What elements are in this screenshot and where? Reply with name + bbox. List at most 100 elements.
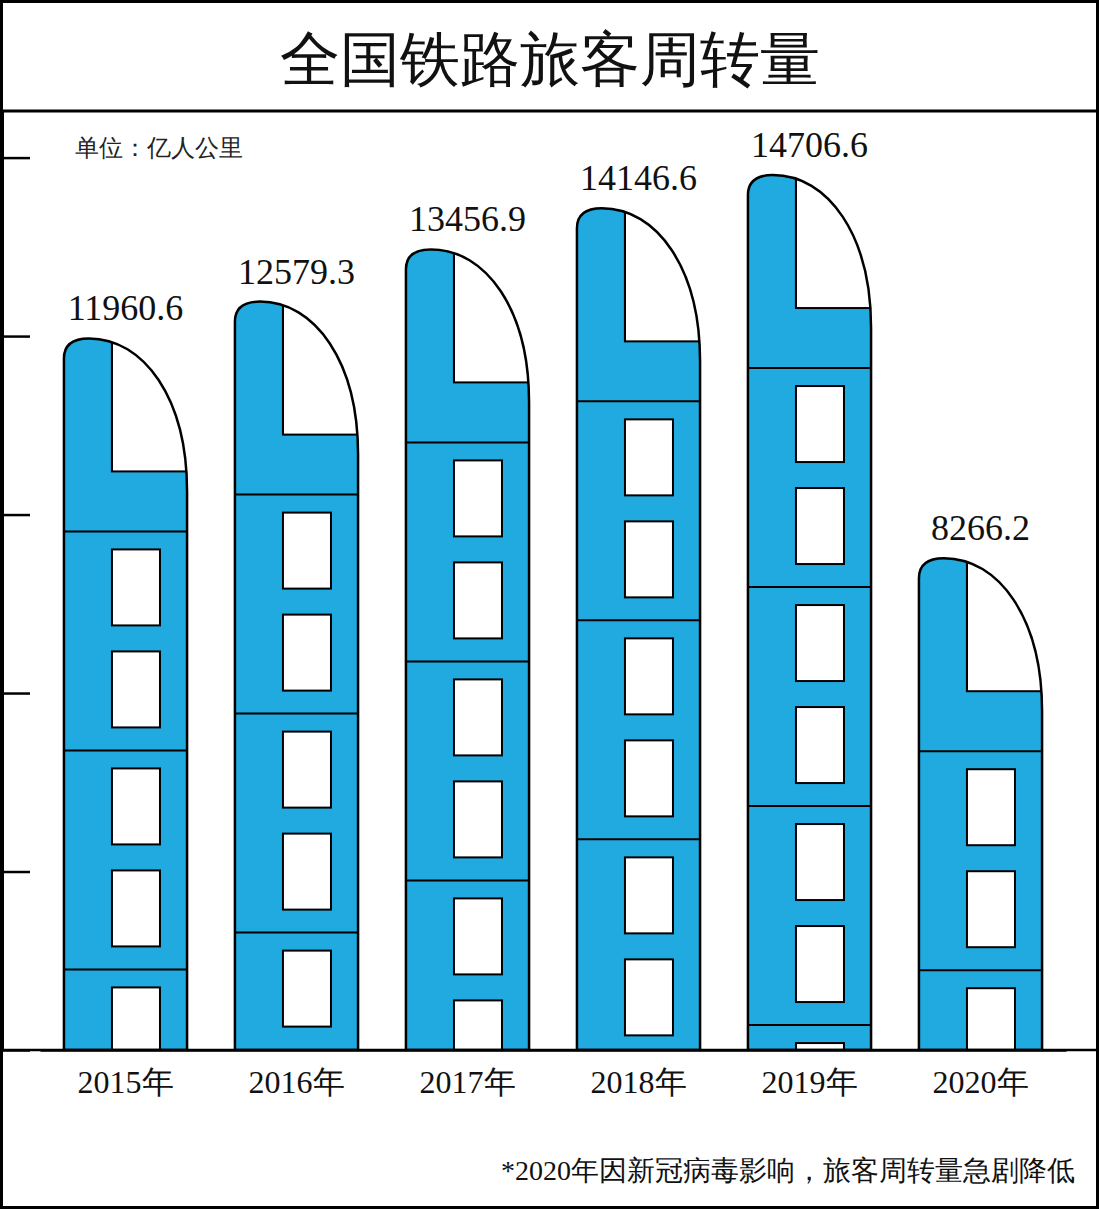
car-divider (748, 367, 871, 369)
data-label: 11960.6 (68, 288, 184, 328)
frame (2, 2, 1098, 1208)
train-window (967, 538, 1055, 691)
train-window (112, 987, 160, 1050)
train-window (454, 229, 542, 382)
car-divider (919, 969, 1042, 971)
data-label: 13456.9 (409, 199, 526, 239)
train-window (625, 740, 673, 816)
train-window (283, 282, 371, 435)
train-window (796, 824, 844, 900)
train-bar-group (919, 538, 1055, 1050)
car-divider (748, 1024, 871, 1026)
title: 全国铁路旅客周转量 (280, 24, 820, 94)
train-window (625, 521, 673, 597)
x-tick-label: 2019年 (762, 1064, 858, 1100)
train-window (283, 732, 331, 808)
data-label: 14146.6 (580, 158, 697, 198)
train-bar-group (235, 282, 371, 1050)
x-tick: 2018年 (591, 1050, 687, 1100)
y-tick-mark (2, 692, 30, 695)
baseline (0, 1049, 1099, 1052)
y-tick (2, 872, 30, 873)
data-label: 8266.2 (931, 508, 1030, 548)
window-edge (453, 249, 455, 382)
train-window (454, 1000, 502, 1050)
train-decoration (919, 538, 1055, 1050)
x-tick-label: 2017年 (420, 1064, 516, 1100)
car-divider (406, 879, 529, 881)
train-window (625, 188, 713, 341)
car-divider (235, 932, 358, 934)
train-window (967, 871, 1015, 947)
train-window (454, 898, 502, 974)
bar-outline (577, 208, 700, 1050)
bar-outline (64, 338, 187, 1050)
y-tick-mark (2, 335, 30, 338)
train-window (454, 781, 502, 857)
car-divider (577, 619, 700, 621)
y-tick (2, 515, 30, 516)
window-edge (966, 558, 968, 691)
window-edge (795, 175, 797, 308)
train-window (796, 926, 844, 1002)
train-decoration (235, 282, 371, 1050)
train-window (796, 488, 844, 564)
train-window (796, 707, 844, 783)
train-window (112, 651, 160, 727)
train-bar-group (748, 155, 884, 1050)
annotation: *2020年因新冠病毒影响，旅客周转量急剧降低 (501, 1155, 1075, 1186)
train-decoration (406, 229, 542, 1050)
train-window (796, 605, 844, 681)
x-tick: 2019年 (762, 1050, 858, 1100)
train-window (625, 857, 673, 933)
car-divider (64, 530, 187, 532)
train-window (625, 638, 673, 714)
train-decoration (577, 188, 713, 1050)
y-tick-mark (2, 871, 30, 874)
plot-area (64, 155, 1055, 1050)
train-window (112, 870, 160, 946)
train-window (796, 386, 844, 462)
chart: 全国铁路旅客周转量单位：亿人公里11960.612579.313456.9141… (0, 0, 1099, 1209)
train-bar-group (577, 188, 713, 1050)
train-window (283, 615, 331, 691)
car-divider (577, 400, 700, 402)
x-axis-line (41, 1049, 1067, 1052)
car-divider (64, 749, 187, 751)
data-labels: 11960.612579.313456.914146.614706.68266.… (68, 125, 1030, 548)
train-window (283, 513, 331, 589)
car-divider (748, 586, 871, 588)
y-tick-mark (2, 514, 30, 517)
bar-outline (919, 558, 1042, 1050)
train-window (967, 988, 1015, 1050)
y-axis (2, 111, 30, 1051)
train-bar-group (406, 229, 542, 1050)
train-window (796, 155, 884, 308)
car-divider (919, 750, 1042, 752)
unit-label: 单位：亿人公里 (75, 134, 243, 162)
x-tick-label: 2016年 (249, 1064, 345, 1100)
data-label: 14706.6 (751, 125, 868, 165)
train-window (454, 679, 502, 755)
y-tick (2, 158, 30, 159)
car-divider (235, 713, 358, 715)
train-decoration (748, 155, 884, 1050)
y-axis-line (1, 111, 4, 1051)
x-tick: 2015年 (78, 1050, 174, 1100)
x-tick-label: 2015年 (78, 1064, 174, 1100)
train-window (112, 768, 160, 844)
car-divider (748, 805, 871, 807)
train-window (625, 959, 673, 1035)
car-divider (577, 838, 700, 840)
train-decoration (64, 318, 200, 1050)
x-tick: 2016年 (249, 1050, 345, 1100)
x-axis: 2015年 2016年 2017年 2018年 2019年 2020年 (41, 1050, 1067, 1100)
train-window (112, 549, 160, 625)
y-tick (2, 336, 30, 337)
train-bar-group (64, 318, 200, 1050)
train-window (967, 769, 1015, 845)
x-tick: 2020年 (933, 1050, 1029, 1100)
window-edge (282, 302, 284, 435)
car-divider (64, 968, 187, 970)
train-window (454, 460, 502, 536)
